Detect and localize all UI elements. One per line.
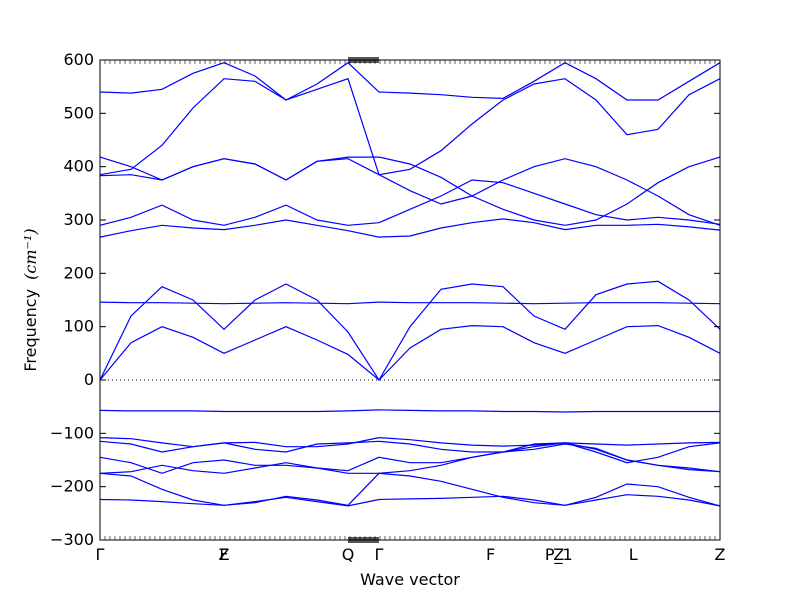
x-axis-label: Wave vector [360, 570, 460, 589]
x-tick-label: Z [553, 545, 564, 564]
y-axis-ticks: −300 −200 −100 0 100 200 300 400 500 600 [50, 50, 720, 549]
band-line-15 [99, 472, 721, 507]
x-tick-label: Γ [96, 545, 105, 564]
x-tick-label: F [219, 545, 228, 564]
band-line-5 [99, 179, 721, 226]
y-axis-label: Frequency (cm⁻¹) [21, 228, 40, 371]
y-tick-label: 500 [63, 103, 94, 122]
band-line-2 [99, 77, 721, 176]
y-axis-label-text: Frequency [21, 289, 40, 372]
y-tick-label: 600 [63, 50, 94, 69]
y-tick-label: 100 [63, 317, 94, 336]
x-tick-label: F [486, 545, 495, 564]
band-line-8 [99, 301, 721, 305]
band-line-12 [99, 440, 721, 464]
band-line-16 [99, 494, 721, 507]
band-line-7 [99, 280, 721, 382]
x-tick-label: Γ [375, 545, 384, 564]
band-line-6 [99, 218, 721, 238]
plot-area [99, 57, 721, 543]
x-tick-label: Z [219, 545, 230, 564]
y-axis-label-units: (cm⁻¹) [21, 228, 40, 279]
y-tick-label: −300 [50, 530, 94, 549]
y-tick-label: −100 [50, 423, 94, 442]
x-axis-ticks: Γ ZF Q Γ F P_1Z L Z [96, 60, 726, 565]
band-line-1 [99, 61, 721, 101]
y-tick-label: 0 [84, 370, 94, 389]
y-tick-label: 400 [63, 157, 94, 176]
band-line-10 [99, 409, 720, 413]
y-tick-label: 200 [63, 263, 94, 282]
x-tick-label: Q [342, 545, 355, 564]
band-line-9 [99, 324, 721, 381]
band-line-14 [99, 443, 721, 474]
y-tick-label: 300 [63, 210, 94, 229]
y-tick-label: −200 [50, 477, 94, 496]
x-tick-label: Z [715, 545, 726, 564]
x-tick-label: P_1 [545, 545, 573, 565]
x-tick-label: L [629, 545, 638, 564]
band-line-4 [99, 158, 721, 226]
